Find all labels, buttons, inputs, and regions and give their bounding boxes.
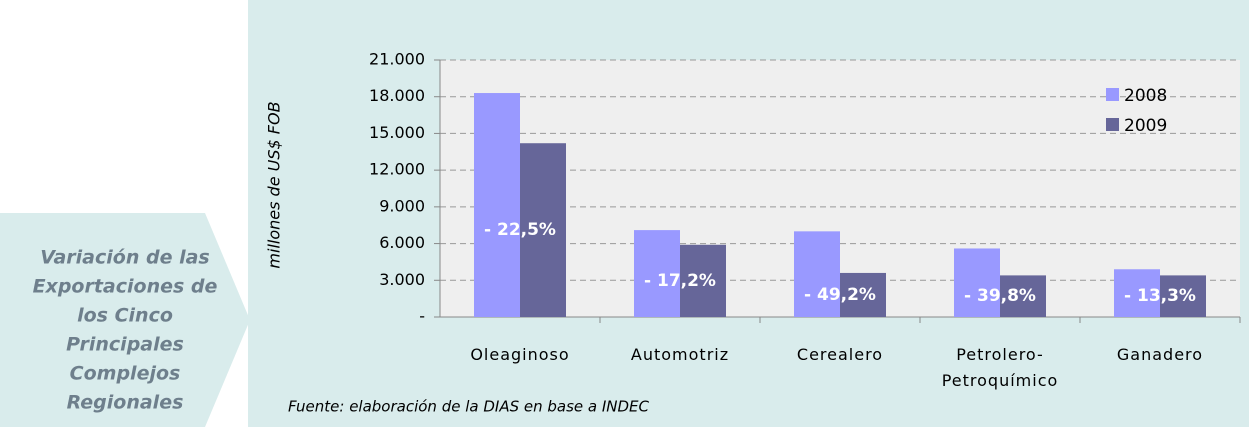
bar <box>1114 269 1160 317</box>
footnote: Fuente: elaboración de la DIAS en base a… <box>288 398 650 416</box>
side-title-line: Complejos <box>70 363 181 385</box>
x-tick-label: Oleaginoso <box>470 345 570 364</box>
bar <box>634 230 680 317</box>
legend-label: 2009 <box>1124 116 1167 136</box>
change-label: - 39,8% <box>964 286 1036 306</box>
change-label: - 22,5% <box>484 220 556 240</box>
x-tick-label: Cerealero <box>796 345 884 364</box>
legend-swatch <box>1106 118 1119 131</box>
side-title-line: Principales <box>66 334 184 356</box>
legend-swatch <box>1106 88 1119 101</box>
bar <box>840 272 886 317</box>
y-tick-label: - <box>419 307 425 326</box>
bar <box>1160 275 1206 317</box>
legend-label: 2008 <box>1124 86 1167 106</box>
y-tick-label: 12.000 <box>369 160 425 179</box>
bar <box>680 244 726 317</box>
change-label: - 49,2% <box>804 285 876 305</box>
side-title-line: Regionales <box>67 392 184 414</box>
side-title-line: Exportaciones de <box>33 276 218 298</box>
y-tick-label: 3.000 <box>379 270 425 289</box>
x-tick-label: Petrolero- Petroquímico <box>941 345 1059 390</box>
bar <box>1000 275 1046 317</box>
y-tick-label: 15.000 <box>369 123 425 142</box>
side-title-line: Variación de las <box>40 247 209 269</box>
side-title-line: los Cinco <box>77 305 173 327</box>
change-label: - 17,2% <box>644 271 716 291</box>
bar <box>954 248 1000 317</box>
y-tick-label: 21.000 <box>369 50 425 69</box>
change-label: - 13,3% <box>1124 286 1196 306</box>
y-tick-label: 9.000 <box>379 196 425 215</box>
y-axis-label: millones de US$ FOB <box>265 101 284 268</box>
bar <box>794 231 840 317</box>
y-tick-label: 6.000 <box>379 233 425 252</box>
x-tick-label: Automotriz <box>630 345 730 364</box>
x-tick-label: Ganadero <box>1116 345 1204 364</box>
side-arrow <box>0 213 250 427</box>
y-tick-label: 18.000 <box>369 86 425 105</box>
bar <box>520 143 566 317</box>
bar <box>474 93 520 318</box>
